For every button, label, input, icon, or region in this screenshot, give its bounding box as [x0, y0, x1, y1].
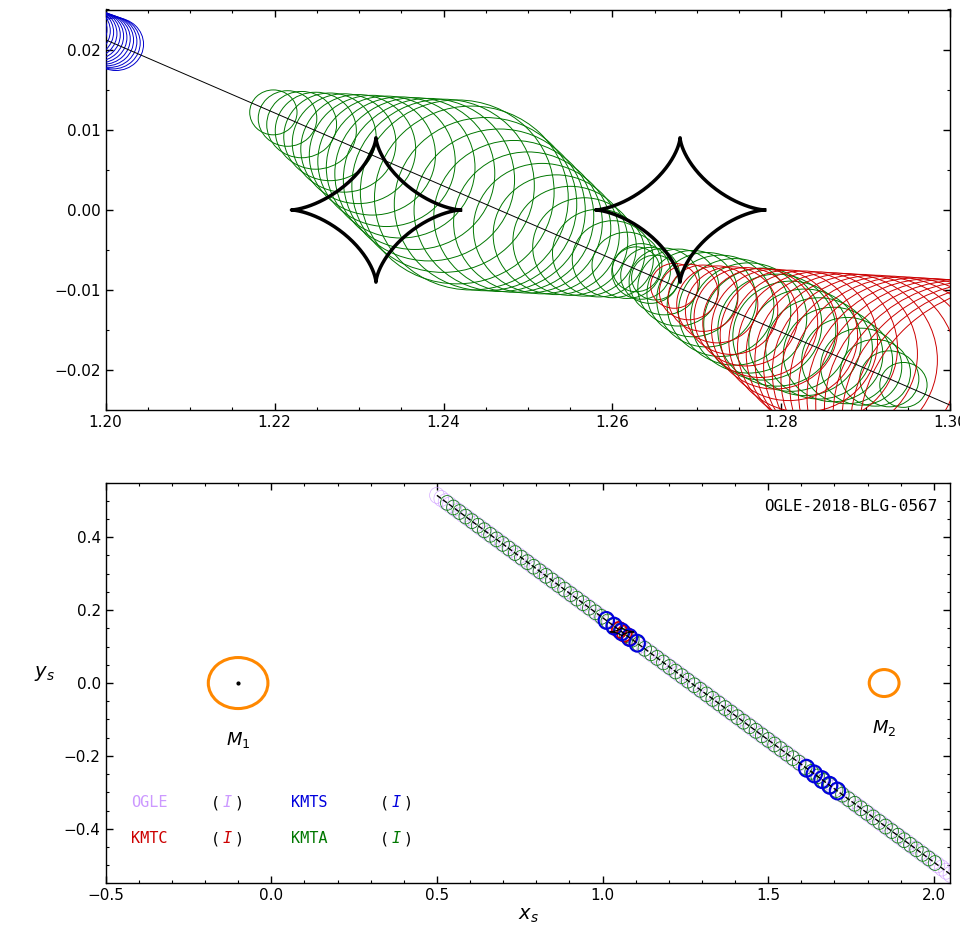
Text: ): ): [403, 795, 412, 810]
Text: ): ): [234, 795, 243, 810]
Text: I: I: [222, 831, 231, 846]
Text: ): ): [234, 831, 243, 846]
Text: (: (: [380, 795, 390, 810]
Text: OGLE-2018-BLG-0567: OGLE-2018-BLG-0567: [764, 499, 938, 514]
Text: $M_2$: $M_2$: [872, 718, 897, 738]
Text: KMTA: KMTA: [292, 831, 328, 846]
Text: KMTS: KMTS: [292, 795, 328, 810]
Text: KMTC: KMTC: [131, 831, 167, 846]
Text: (: (: [211, 795, 221, 810]
Text: I: I: [391, 795, 400, 810]
Text: (: (: [211, 831, 221, 846]
X-axis label: $x_s$: $x_s$: [517, 906, 539, 925]
Text: (: (: [380, 831, 390, 846]
Text: OGLE: OGLE: [131, 795, 167, 810]
Text: $M_1$: $M_1$: [226, 731, 251, 751]
Y-axis label: $y_s$: $y_s$: [34, 664, 55, 683]
Text: I: I: [222, 795, 231, 810]
Text: ): ): [403, 831, 412, 846]
Text: I: I: [391, 831, 400, 846]
